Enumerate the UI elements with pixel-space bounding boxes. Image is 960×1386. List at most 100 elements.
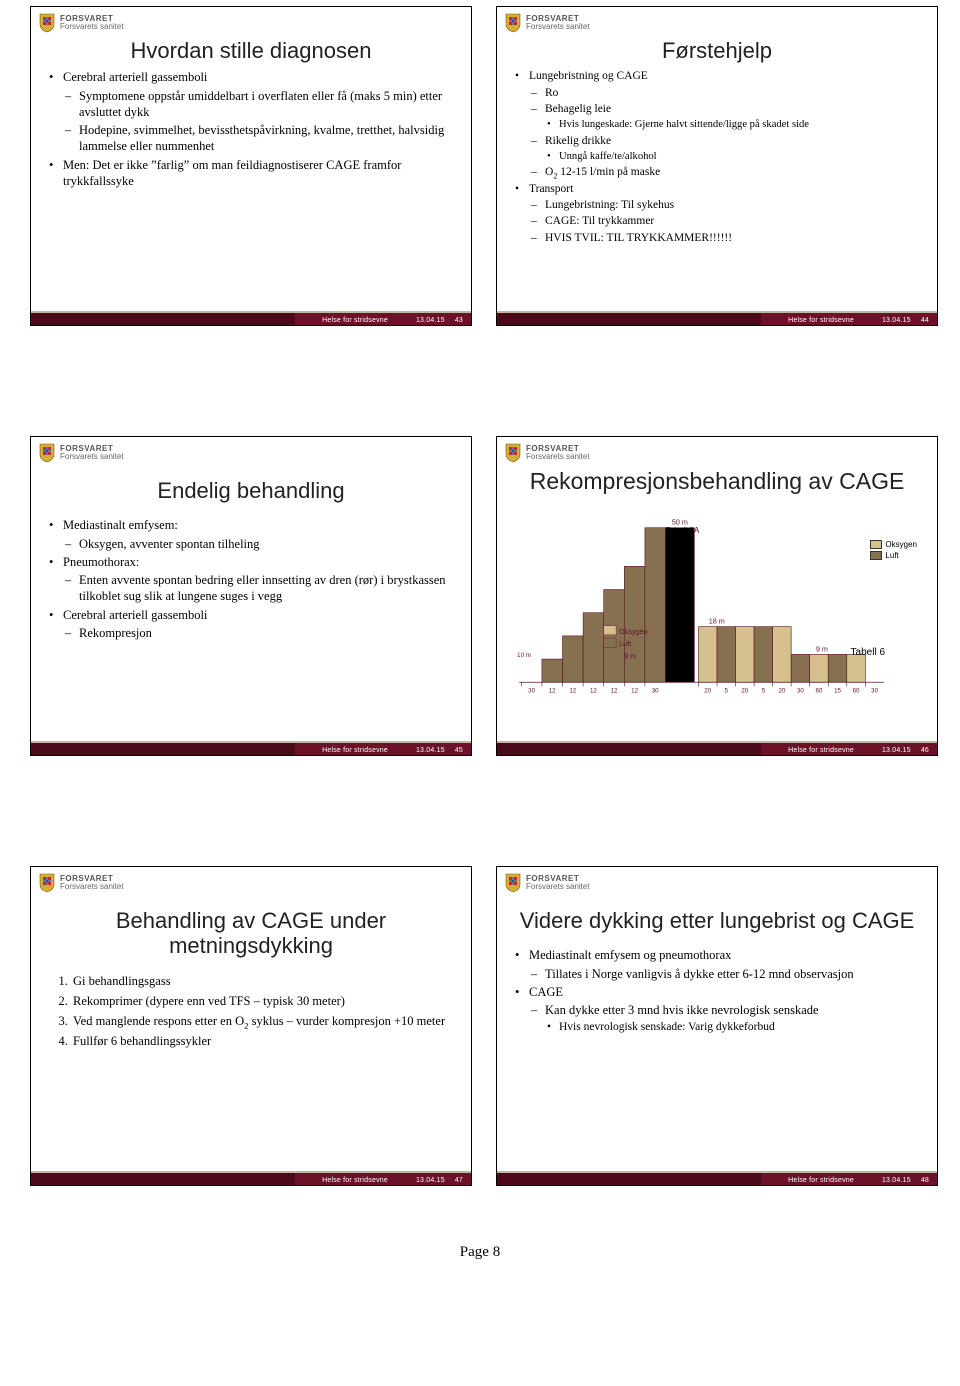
chart-container: Tabell 6A3012121212123050 mOksygenLuft9 … bbox=[511, 500, 923, 710]
slide-48: FORSVARET Forsvarets sanitet Videre dykk… bbox=[496, 866, 938, 1186]
footer-tag: Helse for stridsevne bbox=[788, 1177, 854, 1184]
svg-text:Oksygen: Oksygen bbox=[619, 627, 647, 636]
slide-45: FORSVARET Forsvarets sanitet Endelig beh… bbox=[30, 436, 472, 756]
bullet-l2: CAGE: Til trykkammer bbox=[515, 214, 923, 228]
footer-tag: Helse for stridsevne bbox=[322, 1177, 388, 1184]
footer-date: 13.04.15 bbox=[416, 747, 445, 754]
slide-body: Lungebristning og CAGERoBehagelig leieHv… bbox=[497, 69, 937, 245]
slide-header: FORSVARET Forsvarets sanitet bbox=[497, 7, 937, 36]
bullet-l1: CAGE bbox=[515, 984, 923, 1000]
slide-header: FORSVARET Forsvarets sanitet bbox=[497, 437, 937, 466]
bullet-l1: Transport bbox=[515, 182, 923, 196]
slide-header: FORSVARET Forsvarets sanitet bbox=[497, 867, 937, 896]
footer-tag: Helse for stridsevne bbox=[322, 317, 388, 324]
slide-body: Cerebral arteriell gassemboliSymptomene … bbox=[31, 69, 471, 189]
slide-44: FORSVARET Forsvarets sanitet Førstehjelp… bbox=[496, 6, 938, 326]
footer-date: 13.04.15 bbox=[882, 747, 911, 754]
brand-sub: Forsvarets sanitet bbox=[526, 23, 590, 31]
svg-text:12: 12 bbox=[611, 688, 618, 695]
slide-footer: Helse for stridsevne 13.04.15 48 bbox=[497, 1167, 937, 1185]
bullet-l2: Tillates i Norge vanligvis å dykke etter… bbox=[515, 966, 923, 982]
numbered-item: Gi behandlingsgass bbox=[71, 973, 457, 989]
slide-title: Videre dykking etter lungebrist og CAGE bbox=[507, 908, 927, 933]
numbered-item: Ved manglende respons etter en O2 syklus… bbox=[71, 1013, 457, 1029]
slide-footer: Helse for stridsevne 13.04.15 46 bbox=[497, 737, 937, 755]
svg-text:9 m: 9 m bbox=[816, 645, 828, 654]
slide-46: FORSVARET Forsvarets sanitet Rekompresjo… bbox=[496, 436, 938, 756]
bullet-l2: Hodepine, svimmelhet, bevissthetspåvirkn… bbox=[49, 122, 457, 155]
bullet-l2: HVIS TVIL: TIL TRYKKAMMER!!!!!! bbox=[515, 231, 923, 245]
svg-text:60: 60 bbox=[853, 688, 860, 695]
brand-sub: Forsvarets sanitet bbox=[526, 883, 590, 891]
forsvaret-logo bbox=[503, 12, 523, 34]
slide-footer: Helse for stridsevne 13.04.15 44 bbox=[497, 307, 937, 325]
slide-title: Hvordan stille diagnosen bbox=[41, 38, 461, 63]
footer-tag: Helse for stridsevne bbox=[788, 747, 854, 754]
forsvaret-logo bbox=[503, 442, 523, 464]
slide-title: Behandling av CAGE under metningsdykking bbox=[41, 908, 461, 959]
slide-body: Gi behandlingsgass Rekomprimer (dypere en… bbox=[31, 973, 471, 1050]
numbered-item: Rekomprimer (dypere enn ved TFS – typisk… bbox=[71, 993, 457, 1009]
forsvaret-logo bbox=[37, 442, 57, 464]
table6-label: Tabell 6 bbox=[851, 647, 885, 658]
footer-date: 13.04.15 bbox=[416, 1177, 445, 1184]
svg-text:30: 30 bbox=[528, 688, 535, 695]
svg-text:10 m: 10 m bbox=[517, 652, 531, 659]
bullet-l2: Rikelig drikke bbox=[515, 134, 923, 148]
slide-number: 48 bbox=[921, 1177, 929, 1184]
slide-number: 46 bbox=[921, 747, 929, 754]
recompression-chart: Tabell 6A3012121212123050 mOksygenLuft9 … bbox=[511, 500, 923, 710]
slide-header: FORSVARET Forsvarets sanitet bbox=[31, 7, 471, 36]
slide-footer: Helse for stridsevne 13.04.15 47 bbox=[31, 1167, 471, 1185]
bullet-l1: Cerebral arteriell gassemboli bbox=[49, 69, 457, 85]
bullet-l2: Ro bbox=[515, 86, 923, 100]
slide-title: Førstehjelp bbox=[507, 38, 927, 63]
svg-text:50 m: 50 m bbox=[672, 518, 688, 527]
svg-text:30: 30 bbox=[871, 688, 878, 695]
forsvaret-logo bbox=[503, 872, 523, 894]
svg-text:5: 5 bbox=[725, 688, 729, 695]
forsvaret-logo bbox=[37, 12, 57, 34]
svg-text:12: 12 bbox=[549, 688, 556, 695]
brand-sub: Forsvarets sanitet bbox=[60, 23, 124, 31]
slide-number: 45 bbox=[455, 747, 463, 754]
svg-text:30: 30 bbox=[652, 688, 659, 695]
bullet-l2: Kan dykke etter 3 mnd hvis ikke nevrolog… bbox=[515, 1002, 923, 1018]
footer-tag: Helse for stridsevne bbox=[788, 317, 854, 324]
bullet-l2: Lungebristning: Til sykehus bbox=[515, 198, 923, 212]
svg-text:12: 12 bbox=[631, 688, 638, 695]
footer-date: 13.04.15 bbox=[882, 1177, 911, 1184]
slide-header: FORSVARET Forsvarets sanitet bbox=[31, 437, 471, 466]
slide-43: FORSVARET Forsvarets sanitet Hvordan sti… bbox=[30, 6, 472, 326]
svg-text:15: 15 bbox=[834, 688, 841, 695]
slide-title: Endelig behandling bbox=[41, 478, 461, 503]
brand-sub: Forsvarets sanitet bbox=[60, 883, 124, 891]
slide-title: Rekompresjonsbehandling av CAGE bbox=[507, 468, 927, 494]
bullet-l2: Rekompresjon bbox=[49, 625, 457, 641]
svg-text:20: 20 bbox=[778, 688, 785, 695]
forsvaret-logo bbox=[37, 872, 57, 894]
svg-text:18 m: 18 m bbox=[709, 617, 725, 626]
brand-sub: Forsvarets sanitet bbox=[526, 453, 590, 461]
slide-body: Mediastinalt emfysem og pneumothorax Till… bbox=[497, 947, 937, 1035]
svg-text:30: 30 bbox=[797, 688, 804, 695]
bullet-l2: Enten avvente spontan bedring eller inns… bbox=[49, 572, 457, 605]
slide-footer: Helse for stridsevne 13.04.15 45 bbox=[31, 737, 471, 755]
svg-text:12: 12 bbox=[569, 688, 576, 695]
svg-text:9 m: 9 m bbox=[624, 652, 636, 661]
bullet-l2: Behagelig leie bbox=[515, 102, 923, 116]
svg-text:5: 5 bbox=[762, 688, 766, 695]
bullet-l1: Mediastinalt emfysem: bbox=[49, 517, 457, 533]
bullet-l1: Mediastinalt emfysem og pneumothorax bbox=[515, 947, 923, 963]
bullet-l3: Hvis lungeskade: Gjerne halvt sittende/l… bbox=[515, 118, 923, 131]
bullet-l1: Cerebral arteriell gassemboli bbox=[49, 607, 457, 623]
slide-47: FORSVARET Forsvarets sanitet Behandling … bbox=[30, 866, 472, 1186]
bullet-l1: Pneumothorax: bbox=[49, 554, 457, 570]
svg-text:20: 20 bbox=[704, 688, 711, 695]
slide-footer: Helse for stridsevne 13.04.15 43 bbox=[31, 307, 471, 325]
svg-text:20: 20 bbox=[741, 688, 748, 695]
svg-text:Luft: Luft bbox=[619, 640, 631, 649]
bullet-l3: Unngå kaffe/te/alkohol bbox=[515, 150, 923, 163]
footer-date: 13.04.15 bbox=[416, 317, 445, 324]
bullet-l2: Oksygen, avventer spontan tilheling bbox=[49, 536, 457, 552]
